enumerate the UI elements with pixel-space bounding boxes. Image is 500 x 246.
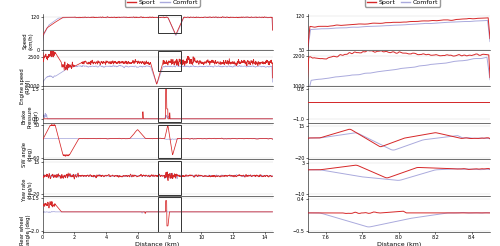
Bar xyxy=(158,15,180,33)
Y-axis label: SW angle
(deg): SW angle (deg) xyxy=(22,141,32,167)
Bar xyxy=(158,197,180,232)
Y-axis label: Yaw rate
(deg/s): Yaw rate (deg/s) xyxy=(22,178,32,200)
Bar xyxy=(158,161,180,195)
Bar xyxy=(158,88,180,122)
Y-axis label: Engine speed
(RPM): Engine speed (RPM) xyxy=(20,68,30,104)
Bar xyxy=(158,51,180,71)
Y-axis label: Rear wheel
angle (deg): Rear wheel angle (deg) xyxy=(20,215,31,245)
Legend: Sport, Comfort: Sport, Comfort xyxy=(124,0,200,7)
Y-axis label: Speed
(km/h): Speed (km/h) xyxy=(23,32,34,49)
X-axis label: Distance (km): Distance (km) xyxy=(376,242,421,246)
X-axis label: Distance (km): Distance (km) xyxy=(136,242,180,246)
Y-axis label: Brake
Pressure
(bar): Brake Pressure (bar) xyxy=(22,105,38,128)
Bar xyxy=(158,125,180,158)
Legend: Sport, Comfort: Sport, Comfort xyxy=(365,0,440,7)
